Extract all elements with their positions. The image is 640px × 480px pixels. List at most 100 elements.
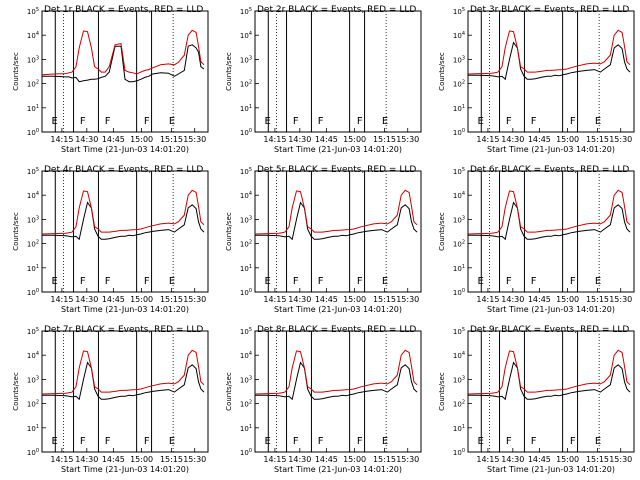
mode-marker-label: E <box>264 436 270 447</box>
x-tick-label: 14:15 <box>50 295 73 304</box>
x-tick-label: 14:30 <box>501 455 524 464</box>
mode-marker-label: E <box>477 276 483 287</box>
series-line-lld <box>254 189 418 235</box>
y-tick-label: 103 <box>453 215 465 224</box>
y-tick-label: 105 <box>240 7 252 16</box>
series-line-lld <box>41 29 205 76</box>
y-tick-label: 101 <box>453 104 465 113</box>
y-tick-label: 102 <box>240 400 252 409</box>
chart-title: Det 6r BLACK = Events, RED = LLD <box>470 165 629 175</box>
x-axis-label: Start Time (21-Jun-03 14:01:20) <box>487 305 615 314</box>
plot-frame <box>254 10 422 133</box>
x-tick-label: 14:45 <box>315 455 338 464</box>
y-tick-label: 104 <box>27 191 39 200</box>
chart-title: Det 7r BLACK = Events, RED = LLD <box>44 325 203 335</box>
y-tick-label: 104 <box>453 191 465 200</box>
x-tick-label: 14:30 <box>501 295 524 304</box>
y-axis-label: Counts/sec <box>225 212 233 251</box>
mode-marker-label: F <box>144 116 150 127</box>
x-tick-label: 14:45 <box>102 455 125 464</box>
y-tick-label: 105 <box>27 7 39 16</box>
series-line-events <box>42 201 205 241</box>
y-tick-label: 100 <box>453 288 465 297</box>
plot-frame <box>467 10 635 133</box>
series-line-events <box>42 361 205 401</box>
y-tick-label: 101 <box>240 424 252 433</box>
mode-marker-label: F <box>531 436 537 447</box>
y-tick-label: 103 <box>240 55 252 64</box>
mode-marker-label: F <box>318 116 324 127</box>
mode-marker-label: F <box>531 116 537 127</box>
y-tick-label: 100 <box>453 448 465 457</box>
x-axis-label: Start Time (21-Jun-03 14:01:20) <box>487 465 615 474</box>
mode-marker-label: E <box>169 116 175 127</box>
y-tick-label: 105 <box>27 327 39 336</box>
panel-det-4: Det 4r BLACK = Events, RED = LLD 100 101 10… <box>12 165 209 314</box>
y-tick-label: 104 <box>240 351 252 360</box>
series-line-lld <box>41 189 205 235</box>
y-tick-label: 100 <box>240 448 252 457</box>
chart-title: Det 1r BLACK = Events, RED = LLD <box>44 5 203 15</box>
y-tick-label: 105 <box>240 327 252 336</box>
x-tick-label: 14:30 <box>75 135 98 144</box>
mode-marker-label: F <box>318 276 324 287</box>
x-tick-label: 15:15 <box>373 455 396 464</box>
mode-marker-label: F <box>80 116 86 127</box>
x-tick-label: 15:15 <box>586 295 609 304</box>
x-tick-label: 15:30 <box>396 455 419 464</box>
y-tick-label: 104 <box>453 31 465 40</box>
series-line-events <box>255 201 418 241</box>
x-tick-label: 15:00 <box>556 295 579 304</box>
mode-marker-label: F <box>80 436 86 447</box>
x-tick-label: 15:30 <box>609 295 632 304</box>
mode-marker-label: F <box>144 276 150 287</box>
mode-marker-label: E <box>264 116 270 127</box>
panel-det-1: Det 1r BLACK = Events, RED = LLD 100 101 10… <box>12 5 209 154</box>
y-tick-label: 105 <box>453 7 465 16</box>
mode-marker-label: E <box>51 276 57 287</box>
x-tick-label: 14:30 <box>75 455 98 464</box>
y-axis-label: Counts/sec <box>438 212 446 251</box>
chart-title: Det 5r BLACK = Events, RED = LLD <box>257 165 416 175</box>
x-tick-label: 15:00 <box>343 455 366 464</box>
y-tick-label: 101 <box>453 424 465 433</box>
plot-frame <box>41 10 209 133</box>
y-tick-label: 103 <box>240 215 252 224</box>
mode-marker-label: F <box>357 436 363 447</box>
x-tick-label: 14:45 <box>528 295 551 304</box>
y-tick-label: 105 <box>453 327 465 336</box>
y-tick-label: 103 <box>240 375 252 384</box>
mode-marker-label: F <box>531 276 537 287</box>
x-tick-label: 15:30 <box>183 455 206 464</box>
x-tick-label: 15:00 <box>556 135 579 144</box>
panel-det-3: Det 3r BLACK = Events, RED = LLD 100 101 10… <box>438 5 635 154</box>
mode-marker-label: F <box>293 436 299 447</box>
x-tick-label: 15:00 <box>130 295 153 304</box>
x-tick-label: 14:45 <box>528 455 551 464</box>
x-tick-label: 14:30 <box>288 455 311 464</box>
y-tick-label: 102 <box>240 80 252 89</box>
plot-frame <box>467 330 635 453</box>
panel-det-5: Det 5r BLACK = Events, RED = LLD 100 101 10… <box>225 165 422 314</box>
mode-marker-label: F <box>105 436 111 447</box>
y-tick-label: 104 <box>453 351 465 360</box>
mode-marker-label: F <box>357 116 363 127</box>
mode-marker-label: F <box>506 116 512 127</box>
series-line-events <box>468 361 631 401</box>
plot-frame <box>41 330 209 453</box>
series-line-events <box>468 201 631 241</box>
mode-marker-label: E <box>595 436 601 447</box>
mode-marker-label: F <box>293 276 299 287</box>
series-line-lld <box>254 349 418 395</box>
y-tick-label: 100 <box>240 128 252 137</box>
y-tick-label: 101 <box>240 104 252 113</box>
series-line-events <box>468 41 631 81</box>
mode-marker-label: F <box>293 116 299 127</box>
y-tick-label: 100 <box>453 128 465 137</box>
plot-frame <box>467 170 635 293</box>
x-tick-label: 15:00 <box>343 135 366 144</box>
y-axis-label: Counts/sec <box>12 372 20 411</box>
mode-marker-label: E <box>477 436 483 447</box>
mode-marker-label: F <box>80 276 86 287</box>
